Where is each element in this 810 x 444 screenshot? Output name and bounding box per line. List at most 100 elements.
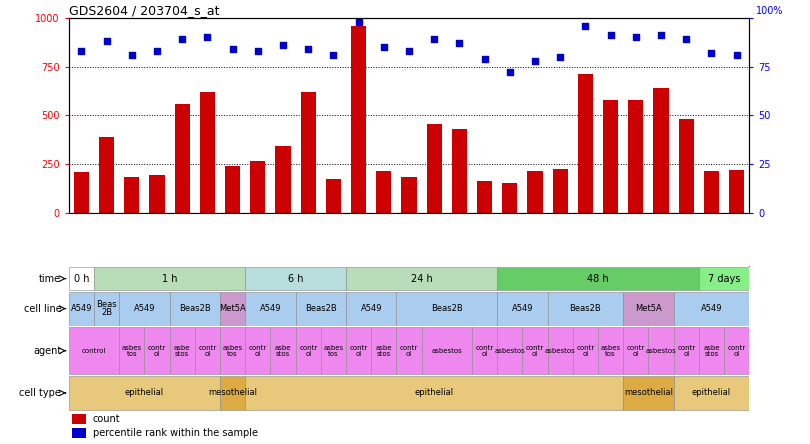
Bar [402, 177, 416, 213]
Point [705, 49, 718, 56]
FancyBboxPatch shape [472, 327, 497, 374]
Bar [552, 169, 568, 213]
FancyBboxPatch shape [245, 327, 271, 374]
Text: contr
ol: contr ol [577, 345, 595, 357]
Bar [301, 92, 316, 213]
Text: asbe
stos: asbe stos [275, 345, 292, 357]
Text: A549: A549 [360, 304, 382, 313]
Text: asbe
stos: asbe stos [174, 345, 190, 357]
Bar [578, 75, 593, 213]
Point [403, 48, 416, 55]
Text: 48 h: 48 h [587, 274, 609, 284]
Text: contr
ol: contr ol [299, 345, 318, 357]
Text: epithelial: epithelial [125, 388, 164, 397]
Text: contr
ol: contr ol [148, 345, 166, 357]
Point [352, 18, 365, 25]
FancyBboxPatch shape [220, 292, 245, 325]
Bar [175, 104, 190, 213]
Bar [275, 146, 291, 213]
Text: asbes
tos: asbes tos [323, 345, 343, 357]
Text: asbestos: asbestos [646, 348, 676, 354]
FancyBboxPatch shape [169, 292, 220, 325]
Point [529, 57, 542, 64]
Bar [679, 119, 694, 213]
FancyBboxPatch shape [296, 292, 346, 325]
Text: asbestos: asbestos [432, 348, 463, 354]
Text: 24 h: 24 h [411, 274, 433, 284]
FancyBboxPatch shape [649, 327, 674, 374]
FancyBboxPatch shape [119, 292, 169, 325]
Bar [729, 170, 744, 213]
Point [251, 48, 264, 55]
Bar [99, 137, 114, 213]
FancyBboxPatch shape [396, 292, 497, 325]
FancyBboxPatch shape [346, 267, 497, 290]
Bar [603, 100, 618, 213]
Point [654, 32, 667, 39]
Text: asbe
stos: asbe stos [703, 345, 720, 357]
FancyBboxPatch shape [674, 376, 749, 410]
Bar [427, 124, 441, 213]
FancyBboxPatch shape [245, 292, 296, 325]
FancyBboxPatch shape [422, 327, 472, 374]
FancyBboxPatch shape [69, 292, 94, 325]
Text: Beas2B: Beas2B [179, 304, 211, 313]
Point [377, 44, 390, 51]
Point [201, 34, 214, 41]
Bar [326, 179, 341, 213]
FancyBboxPatch shape [522, 327, 548, 374]
Point [680, 36, 693, 43]
Point [554, 53, 567, 60]
Text: contr
ol: contr ol [249, 345, 267, 357]
Text: epithelial: epithelial [692, 388, 731, 397]
Bar [477, 181, 492, 213]
Text: contr
ol: contr ol [677, 345, 695, 357]
Text: GDS2604 / 203704_s_at: GDS2604 / 203704_s_at [69, 4, 220, 16]
Bar [72, 428, 86, 438]
Text: contr
ol: contr ol [727, 345, 746, 357]
FancyBboxPatch shape [497, 267, 699, 290]
FancyBboxPatch shape [321, 327, 346, 374]
Text: Met5A: Met5A [220, 304, 246, 313]
Bar [377, 171, 391, 213]
FancyBboxPatch shape [69, 267, 94, 290]
FancyBboxPatch shape [573, 327, 598, 374]
Bar [629, 100, 643, 213]
FancyBboxPatch shape [296, 327, 321, 374]
Text: epithelial: epithelial [415, 388, 454, 397]
Point [428, 36, 441, 43]
Text: 100%: 100% [756, 6, 783, 16]
Text: contr
ol: contr ol [627, 345, 645, 357]
Bar [150, 175, 164, 213]
Bar [225, 166, 241, 213]
Text: 6 h: 6 h [288, 274, 304, 284]
Point [629, 34, 642, 41]
Text: asbestos: asbestos [494, 348, 525, 354]
FancyBboxPatch shape [271, 327, 296, 374]
Point [327, 52, 340, 59]
Text: contr
ol: contr ol [526, 345, 544, 357]
Text: agent: agent [33, 346, 62, 356]
Point [579, 22, 592, 29]
FancyBboxPatch shape [245, 376, 623, 410]
FancyBboxPatch shape [548, 327, 573, 374]
Bar [124, 177, 139, 213]
Bar [704, 171, 719, 213]
Point [126, 52, 139, 59]
Text: Met5A: Met5A [635, 304, 662, 313]
FancyBboxPatch shape [220, 327, 245, 374]
Text: Beas2B: Beas2B [569, 304, 601, 313]
Text: percentile rank within the sample: percentile rank within the sample [92, 428, 258, 438]
FancyBboxPatch shape [371, 327, 396, 374]
Bar [654, 88, 668, 213]
FancyBboxPatch shape [497, 327, 522, 374]
Text: 0 h: 0 h [74, 274, 89, 284]
FancyBboxPatch shape [548, 292, 623, 325]
Text: count: count [92, 414, 121, 424]
FancyBboxPatch shape [396, 327, 422, 374]
Point [453, 40, 466, 47]
Text: Beas
2B: Beas 2B [96, 300, 117, 317]
Text: contr
ol: contr ol [400, 345, 418, 357]
FancyBboxPatch shape [220, 376, 245, 410]
Text: contr
ol: contr ol [198, 345, 216, 357]
